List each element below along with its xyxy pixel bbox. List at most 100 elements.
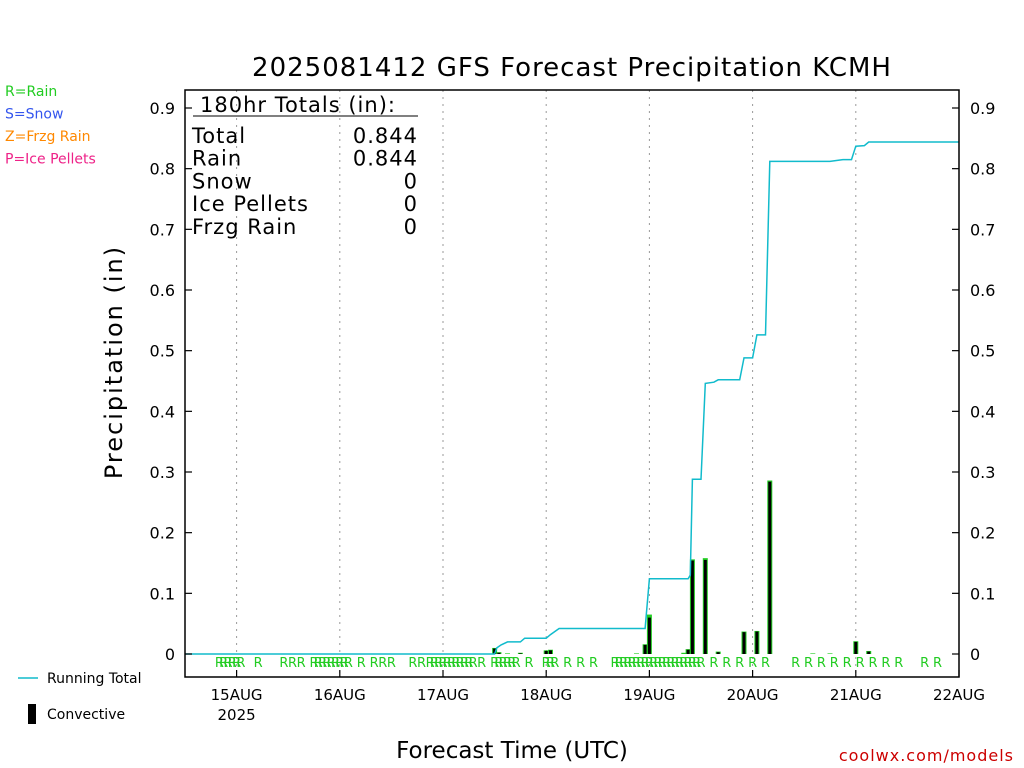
ptype-mark: R — [722, 656, 731, 671]
precip-bars — [492, 480, 872, 654]
precip-bar — [505, 653, 510, 654]
ptype-mark: R — [456, 656, 465, 671]
y-axis-label: Precipitation (in) — [100, 245, 128, 479]
ptype-mark: R — [761, 656, 770, 671]
x-tick-sublabel: 2025 — [218, 706, 256, 724]
running-total-series — [185, 141, 959, 655]
ptype-mark: R — [632, 656, 641, 671]
ptype-mark: R — [542, 656, 551, 671]
ptype-mark: R — [254, 656, 263, 671]
x-tick-label: 17AUG — [417, 686, 469, 704]
ptype-mark: R — [499, 656, 508, 671]
ptype-mark: R — [297, 656, 306, 671]
totals-row-name: Snow — [192, 169, 253, 193]
convective-bar — [686, 649, 690, 654]
ptype-mark: R — [645, 656, 654, 671]
legend-entry: R=Rain — [5, 84, 57, 100]
ptype-mark: R — [748, 656, 757, 671]
ptype-mark: R — [881, 656, 890, 671]
x-tick-label: 20AUG — [727, 686, 779, 704]
ptype-mark: R — [658, 656, 667, 671]
totals-row-value: 0.844 — [353, 147, 418, 171]
ptype-mark: R — [933, 656, 942, 671]
ptype-mark: R — [623, 656, 632, 671]
ptype-mark: R — [503, 656, 512, 671]
ptype-mark: R — [615, 656, 624, 671]
convective-bar — [742, 632, 746, 654]
ptype-mark: R — [684, 656, 693, 671]
y-tick-label: 0.9 — [150, 99, 175, 118]
precip-bar — [810, 653, 816, 654]
convective-bar — [768, 481, 772, 654]
ptype-mark: R — [576, 656, 585, 671]
ptype-mark: R — [649, 656, 658, 671]
y-tick-label: 0.4 — [150, 402, 175, 421]
ptype-mark: R — [340, 656, 349, 671]
ptype-mark: R — [804, 656, 813, 671]
ptype-mark: R — [679, 656, 688, 671]
y-tick-label-right: 0.5 — [970, 342, 995, 361]
ptype-mark: R — [228, 656, 237, 671]
legend-entry: S=Snow — [5, 107, 63, 123]
precip-type-legend: R=Rain S=Snow Z=Frzg Rain P=Ice Pellets — [5, 84, 96, 168]
convective-bar — [755, 631, 759, 654]
ptype-mark: R — [314, 656, 323, 671]
ptype-mark: R — [671, 656, 680, 671]
convective-bar — [867, 651, 871, 654]
legend-bar-swatch — [28, 704, 36, 724]
y-tick-label-right: 0.8 — [970, 160, 995, 179]
ptype-mark: R — [546, 656, 555, 671]
precip-bar — [634, 653, 639, 654]
ptype-mark: R — [335, 656, 344, 671]
totals-row-name: Total — [191, 124, 246, 148]
bottom-legend-label: Convective — [47, 707, 125, 723]
y-tick-label-right: 0.2 — [970, 524, 995, 543]
y-tick-label: 0.5 — [150, 342, 175, 361]
ptype-mark: R — [628, 656, 637, 671]
convective-bar — [703, 559, 707, 654]
convective-bar — [493, 648, 497, 654]
chart-title: 2025081412 GFS Forecast Precipitation KC… — [252, 53, 892, 83]
convective-bar — [716, 652, 720, 654]
ptype-mark: R — [477, 656, 486, 671]
plot-frame — [184, 89, 960, 678]
legend-entry: Z=Frzg Rain — [5, 129, 91, 145]
convective-bar — [518, 653, 522, 654]
ptype-mark: R — [709, 656, 718, 671]
ptype-mark: R — [438, 656, 447, 671]
ptype-mark: R — [434, 656, 443, 671]
credit-text: coolwx.com/models — [839, 746, 1014, 765]
convective-bar — [549, 650, 552, 654]
ptype-mark: R — [920, 656, 929, 671]
totals-box: 180hr Totals (in): Total 0.844 Rain 0.844 Sn… — [191, 93, 418, 239]
ptype-mark: R — [443, 656, 452, 671]
ptype-mark: R — [563, 656, 572, 671]
x-tick-label: 21AUG — [830, 686, 882, 704]
totals-row-name: Frzg Rain — [192, 215, 297, 239]
ptype-mark: R — [692, 656, 701, 671]
x-tick-label: 18AUG — [520, 686, 572, 704]
ptype-mark: R — [219, 656, 228, 671]
ptype-mark: R — [507, 656, 516, 671]
bottom-legend-label: Running Total — [47, 671, 142, 687]
totals-row-name: Rain — [192, 147, 242, 171]
ptype-mark: R — [894, 656, 903, 671]
convective-bar — [690, 560, 694, 654]
ptype-mark: R — [370, 656, 379, 671]
y-tick-label-right: 0.7 — [970, 220, 995, 239]
totals-row-value: 0 — [404, 192, 418, 216]
grid-lines — [236, 90, 857, 677]
ptype-mark: R — [426, 656, 435, 671]
y-tick-label: 0.2 — [150, 524, 175, 543]
ptype-mark: R — [817, 656, 826, 671]
ptype-mark: R — [610, 656, 619, 671]
ptype-mark: R — [344, 656, 353, 671]
ptype-mark: R — [494, 656, 503, 671]
y-tick-label-right: 0.1 — [970, 584, 995, 603]
ptype-mark: R — [408, 656, 417, 671]
totals-row-value: 0 — [404, 215, 418, 239]
ptype-mark: R — [215, 656, 224, 671]
ptype-mark: R — [653, 656, 662, 671]
running-total-line — [185, 141, 959, 655]
ptype-mark: R — [696, 656, 705, 671]
